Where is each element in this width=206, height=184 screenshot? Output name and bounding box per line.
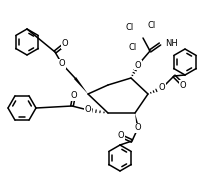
Text: Cl: Cl — [129, 43, 137, 52]
Text: Cl: Cl — [126, 22, 134, 31]
Text: O: O — [159, 84, 165, 93]
Polygon shape — [135, 113, 139, 128]
Text: O: O — [71, 91, 77, 100]
Polygon shape — [74, 77, 88, 94]
Text: O: O — [59, 59, 65, 68]
Text: O: O — [180, 81, 186, 89]
Text: O: O — [62, 40, 68, 49]
Text: NH: NH — [165, 40, 178, 49]
Text: O: O — [85, 105, 91, 114]
Text: O: O — [135, 123, 141, 132]
Text: O: O — [118, 132, 124, 141]
Text: Cl: Cl — [148, 20, 156, 29]
Text: O: O — [135, 61, 141, 70]
